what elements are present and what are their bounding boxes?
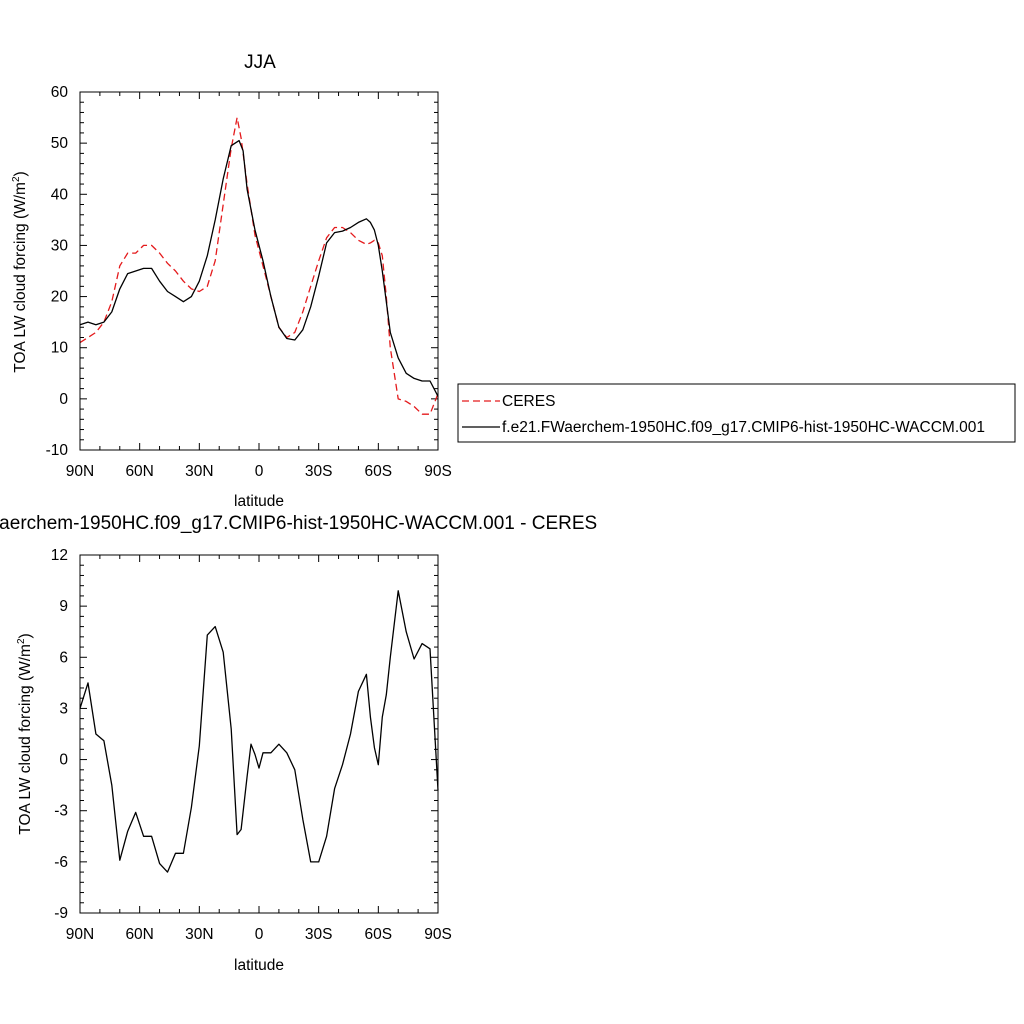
y-tick-label: -10 bbox=[46, 442, 69, 459]
series-line-difference bbox=[79, 590, 439, 873]
y-tick-label: 3 bbox=[59, 700, 68, 717]
x-tick-label: 60S bbox=[365, 926, 393, 943]
x-tick-label: 90N bbox=[66, 463, 94, 480]
y-tick-label: 30 bbox=[51, 237, 69, 254]
x-tick-label: 30S bbox=[305, 463, 333, 480]
x-tick-label: 90S bbox=[424, 463, 452, 480]
bottom-chart: f.e21.FWaerchem-1950HC.f09_g17.CMIP6-his… bbox=[0, 513, 597, 974]
top-chart-xlabel: latitude bbox=[234, 493, 284, 510]
legend-label-ceres: CERES bbox=[502, 393, 555, 410]
bottom-chart-xlabel: latitude bbox=[234, 957, 284, 974]
x-tick-label: 0 bbox=[255, 463, 264, 480]
series-line-ceres bbox=[79, 116, 439, 415]
x-tick-label: 90S bbox=[424, 926, 452, 943]
x-tick-label: 60S bbox=[365, 463, 393, 480]
y-tick-label: 40 bbox=[51, 186, 69, 203]
y-tick-label: 10 bbox=[51, 340, 69, 357]
y-tick-label: -3 bbox=[54, 803, 68, 820]
legend-box bbox=[457, 383, 1016, 443]
x-tick-label: 30S bbox=[305, 926, 333, 943]
top-chart: JJA TOA LW cloud forcing (W/m2) latitude… bbox=[11, 52, 452, 510]
x-tick-label: 30N bbox=[185, 926, 213, 943]
x-tick-label: 30N bbox=[185, 463, 213, 480]
y-tick-label: 0 bbox=[59, 752, 68, 769]
y-tick-label: 50 bbox=[51, 135, 69, 152]
legend-label-model: f.e21.FWaerchem-1950HC.f09_g17.CMIP6-his… bbox=[502, 419, 985, 436]
y-tick-label: 6 bbox=[59, 649, 68, 666]
top-chart-legend: CERES f.e21.FWaerchem-1950HC.f09_g17.CMI… bbox=[457, 383, 1016, 443]
y-tick-label: 0 bbox=[59, 391, 68, 408]
bottom-chart-title: f.e21.FWaerchem-1950HC.f09_g17.CMIP6-his… bbox=[0, 513, 597, 534]
x-tick-label: 60N bbox=[125, 463, 153, 480]
x-tick-label: 0 bbox=[255, 926, 264, 943]
y-tick-label: 12 bbox=[51, 547, 68, 564]
x-tick-label: 60N bbox=[125, 926, 153, 943]
series-line-model bbox=[79, 139, 439, 397]
top-chart-title: JJA bbox=[244, 52, 276, 73]
bottom-chart-ylabel: TOA LW cloud forcing (W/m2) bbox=[16, 633, 34, 834]
top-chart-frame bbox=[79, 91, 439, 451]
bottom-chart-frame bbox=[79, 554, 439, 914]
y-tick-label: -6 bbox=[54, 854, 68, 871]
x-tick-label: 90N bbox=[66, 926, 94, 943]
y-tick-label: 60 bbox=[51, 84, 69, 101]
y-tick-label: 9 bbox=[59, 598, 68, 615]
top-chart-ylabel: TOA LW cloud forcing (W/m2) bbox=[11, 171, 29, 372]
y-tick-label: -9 bbox=[54, 905, 68, 922]
y-tick-label: 20 bbox=[51, 289, 69, 306]
